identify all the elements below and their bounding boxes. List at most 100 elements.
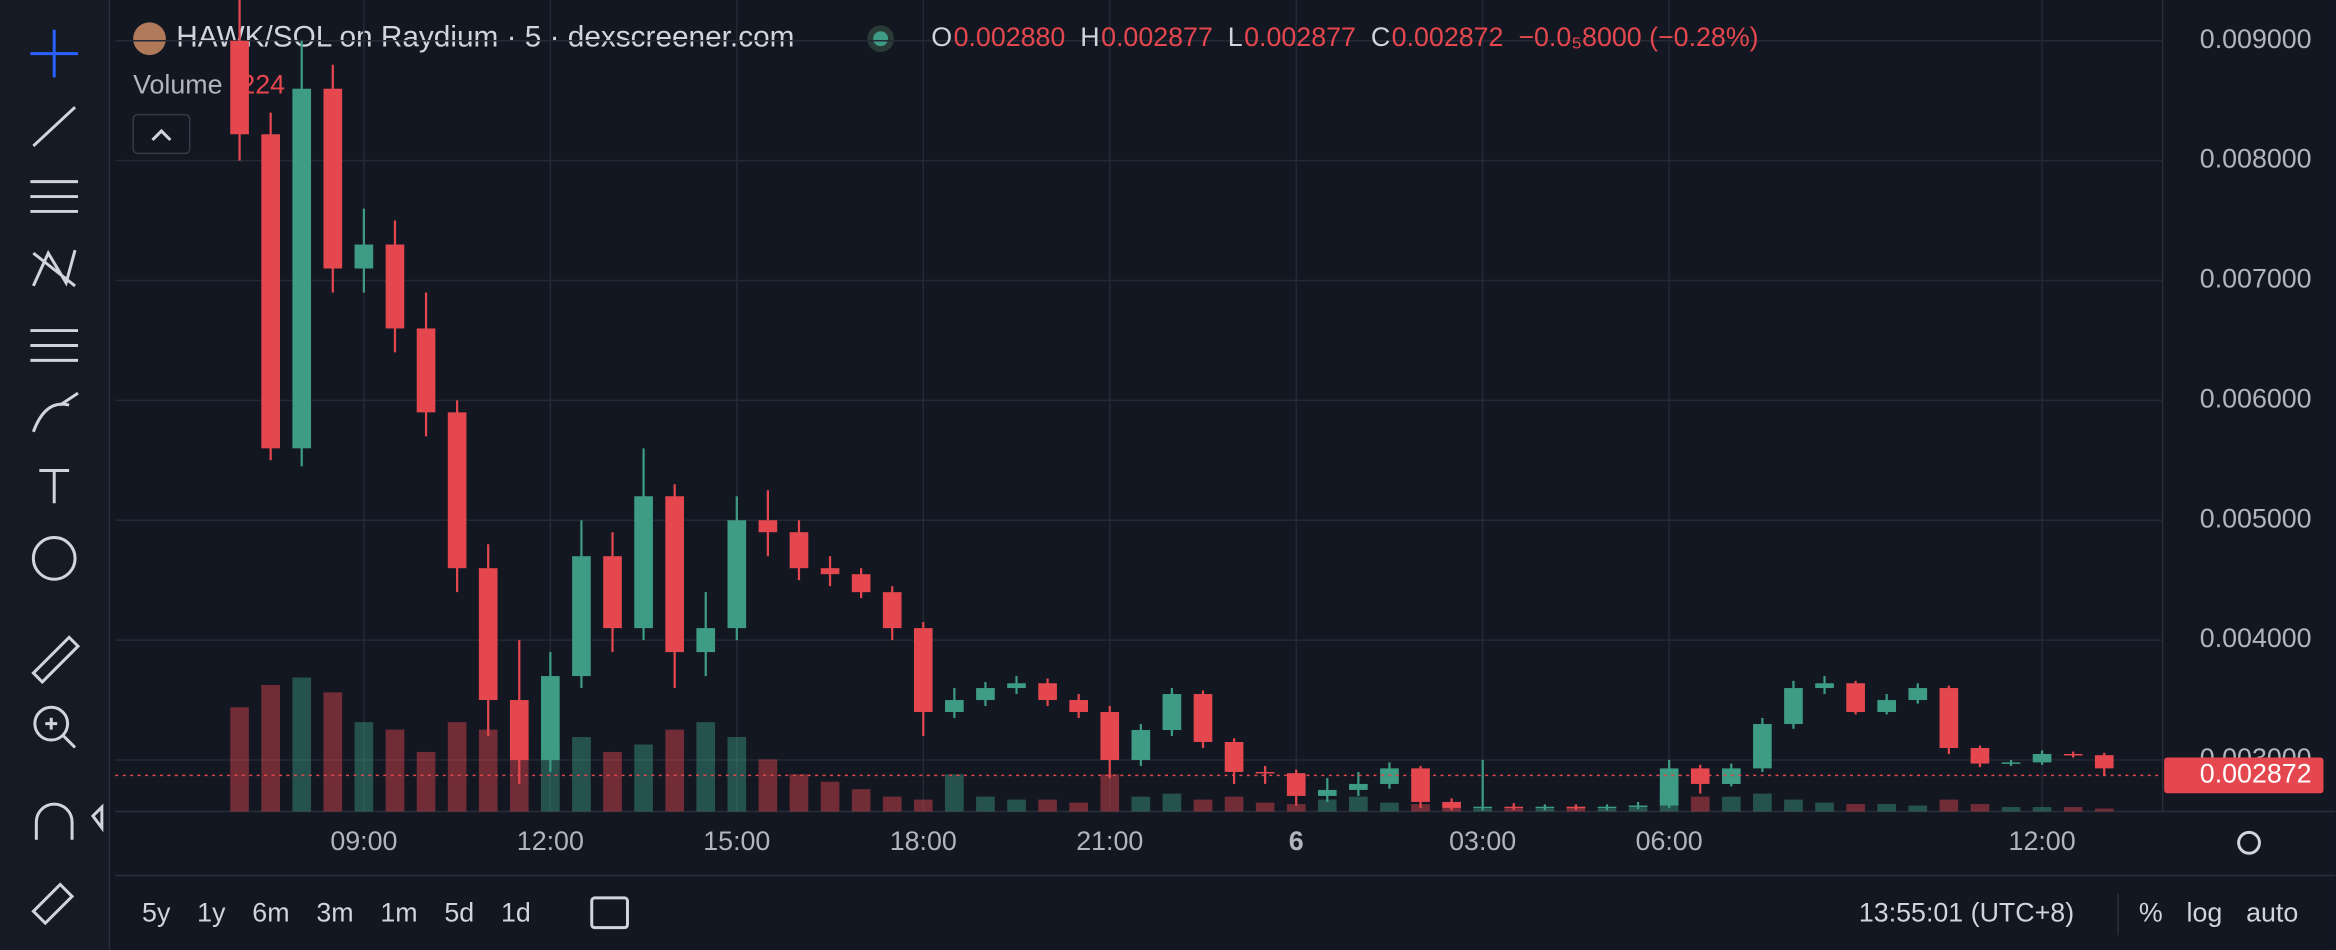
candle-body — [354, 244, 374, 269]
scale-option[interactable]: auto — [2246, 897, 2298, 927]
y-tick-label: 0.008000 — [2200, 144, 2312, 174]
candle-body — [665, 496, 684, 653]
volume-bar — [1162, 793, 1182, 812]
candle-body — [1659, 768, 1679, 806]
volume-bar — [1193, 799, 1213, 812]
x-tick-label: 6 — [1289, 826, 1304, 856]
volume-bar — [1628, 807, 1648, 812]
x-tick-label: 12:00 — [517, 826, 584, 856]
clock: 13:55:01 (UTC+8) — [1859, 897, 2074, 927]
volume-bar — [1255, 802, 1275, 812]
volume-bar — [634, 744, 653, 812]
range-button[interactable]: 5d — [444, 897, 474, 927]
candle-body — [230, 40, 249, 135]
volume-bar — [323, 692, 343, 812]
volume-bar — [478, 729, 498, 812]
ohlc-key: O — [931, 22, 952, 52]
volume-bar — [572, 737, 591, 812]
range-button[interactable]: 1d — [501, 897, 531, 927]
candle-body — [1566, 806, 1586, 809]
candle-body — [727, 520, 747, 629]
volume-bar — [1317, 799, 1337, 812]
candle-body — [541, 676, 560, 760]
volume-bar — [2001, 807, 2021, 812]
ohlc-key: H — [1080, 22, 1099, 52]
volume-bar — [1939, 799, 1959, 812]
range-button[interactable]: 1m — [380, 897, 417, 927]
x-tick-label: 03:00 — [1449, 826, 1516, 856]
y-tick-label: 0.004000 — [2200, 623, 2312, 653]
volume-bar — [1846, 804, 1865, 812]
candle-body — [1038, 683, 1057, 701]
candle-body — [945, 700, 964, 713]
candle-body — [1721, 768, 1741, 784]
candle-body — [1317, 789, 1337, 796]
candle-body — [509, 700, 529, 760]
volume-bar — [1877, 804, 1897, 812]
candle-body — [851, 574, 871, 593]
last-price-tag — [2164, 757, 2324, 794]
candle-body — [1939, 688, 1959, 748]
volume-bar — [1100, 774, 1120, 812]
volume-bar — [1069, 802, 1088, 812]
y-tick-label: 0.007000 — [2200, 264, 2312, 294]
candle-body — [1224, 741, 1244, 772]
candle-body — [1411, 768, 1430, 802]
candle-body — [416, 328, 436, 413]
ohlc-value: 0.002877 — [1244, 22, 1356, 52]
candle-body — [789, 532, 809, 569]
x-tick-label: 06:00 — [1636, 826, 1703, 856]
candle-body — [1100, 712, 1120, 760]
candle-body — [1628, 805, 1648, 808]
volume-bar — [1815, 802, 1834, 812]
volume-bar — [2063, 807, 2083, 812]
scale-option[interactable]: log — [2186, 897, 2222, 927]
candle-body — [1380, 768, 1399, 784]
volume-bar — [1007, 799, 1026, 812]
candle-body — [882, 592, 902, 629]
y-tick-label: 0.009000 — [2200, 24, 2312, 54]
volume-bar — [696, 722, 716, 812]
volume-bar — [1286, 804, 1306, 812]
volume-bar — [230, 707, 249, 812]
candle-body — [572, 556, 591, 677]
candle-body — [1007, 683, 1026, 689]
volume-bar — [2032, 807, 2052, 812]
range-button[interactable]: 1y — [197, 897, 226, 927]
range-button[interactable]: 3m — [316, 897, 353, 927]
x-tick-label: 09:00 — [330, 826, 397, 856]
volume-bar — [976, 796, 995, 812]
candle-body — [385, 244, 405, 329]
candle-body — [634, 496, 653, 629]
candle-body — [1815, 683, 1834, 689]
y-tick-label: 0.006000 — [2200, 383, 2312, 413]
volume-bar — [385, 729, 405, 812]
candle-body — [1255, 771, 1275, 774]
candle-body — [1535, 806, 1555, 809]
range-button[interactable]: 6m — [252, 897, 289, 927]
volume-bar — [261, 684, 280, 812]
volume-bar — [447, 722, 467, 812]
ohlc-key: C — [1371, 22, 1390, 52]
candle-body — [1753, 724, 1772, 769]
volume-bar — [354, 722, 374, 812]
volume-bar — [851, 789, 871, 812]
volume-bar — [2094, 808, 2114, 812]
candle-body — [976, 688, 995, 701]
candle-body — [2094, 755, 2114, 769]
candle-body — [2001, 762, 2021, 764]
candle-body — [1131, 730, 1151, 760]
volume-bar — [1690, 796, 1710, 812]
candle-body — [1784, 688, 1803, 725]
volume-bar — [1721, 796, 1741, 812]
volume-bar — [292, 677, 312, 812]
candle-body — [1286, 773, 1306, 796]
range-button[interactable]: 5y — [142, 897, 171, 927]
candle-body — [447, 412, 467, 569]
tool-icons[interactable] — [30, 22, 2261, 936]
candle-body — [820, 568, 840, 575]
volume-bar — [665, 729, 684, 812]
scale-option[interactable]: % — [2139, 897, 2163, 927]
candle-body — [1069, 700, 1088, 713]
